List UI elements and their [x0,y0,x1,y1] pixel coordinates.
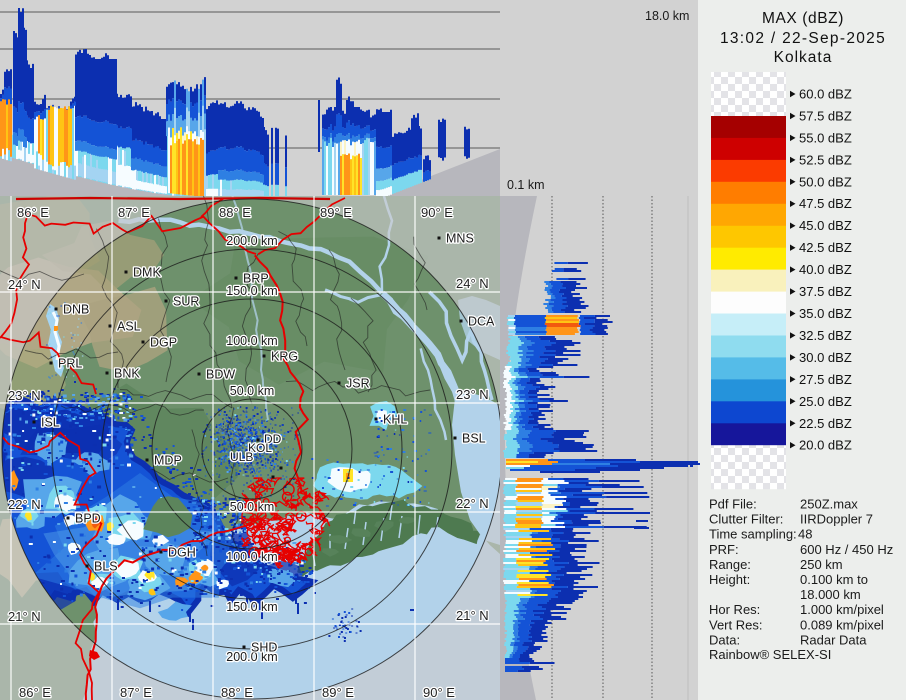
svg-text:KRG: KRG [271,350,298,364]
svg-text:87° E: 87° E [120,685,152,700]
svg-text:42.5 dBZ: 42.5 dBZ [799,240,852,255]
svg-text:60.0 dBZ: 60.0 dBZ [799,87,852,102]
svg-text:22.5 dBZ: 22.5 dBZ [799,416,852,431]
svg-text:88° E: 88° E [221,685,253,700]
svg-text:Kolkata: Kolkata [774,49,833,66]
svg-text:45.0 dBZ: 45.0 dBZ [799,218,852,233]
svg-text:Hor Res:: Hor Res: [709,602,760,617]
svg-text:Time sampling:: Time sampling: [709,527,797,542]
svg-text:23° N: 23° N [456,387,489,402]
svg-text:DMK: DMK [133,266,161,280]
svg-text:21° N: 21° N [8,609,41,624]
svg-text:SUR: SUR [173,295,199,309]
svg-text:89° E: 89° E [322,685,354,700]
svg-text:30.0 dBZ: 30.0 dBZ [799,350,852,365]
svg-text:BRP: BRP [243,272,269,286]
svg-text:DNB: DNB [63,303,89,317]
svg-text:DGP: DGP [150,336,177,350]
svg-text:Height:: Height: [709,572,750,587]
svg-text:50.0 km: 50.0 km [230,384,274,398]
svg-text:JSR: JSR [346,377,370,391]
svg-text:57.5 dBZ: 57.5 dBZ [799,109,852,124]
svg-text:86° E: 86° E [19,685,51,700]
svg-text:20.0 dBZ: 20.0 dBZ [799,438,852,453]
svg-text:24° N: 24° N [8,277,41,292]
svg-text:90° E: 90° E [423,685,455,700]
svg-text:22° N: 22° N [8,497,41,512]
svg-text:47.5 dBZ: 47.5 dBZ [799,196,852,211]
svg-text:250Z.max: 250Z.max [800,497,858,512]
svg-text:13:02 / 22-Sep-2025: 13:02 / 22-Sep-2025 [720,30,886,47]
svg-text:MAX (dBZ): MAX (dBZ) [762,10,844,27]
svg-text:0.100 km to: 0.100 km to [800,572,868,587]
svg-text:32.5 dBZ: 32.5 dBZ [799,328,852,343]
svg-text:0.089 km/pixel: 0.089 km/pixel [800,617,884,632]
svg-text:18.0 km: 18.0 km [645,9,689,23]
svg-text:BNK: BNK [114,367,140,381]
svg-text:35.0 dBZ: 35.0 dBZ [799,306,852,321]
svg-text:Data:: Data: [709,632,740,647]
svg-text:Vert Res:: Vert Res: [709,617,762,632]
svg-text:0.1 km: 0.1 km [507,178,545,192]
svg-text:48: 48 [798,527,812,542]
svg-text:200.0 km: 200.0 km [226,234,277,248]
svg-text:KHL: KHL [383,413,407,427]
svg-text:PRL: PRL [58,357,82,371]
svg-text:50.0 dBZ: 50.0 dBZ [799,174,852,189]
svg-text:150.0 km: 150.0 km [226,600,277,614]
svg-text:Clutter Filter:: Clutter Filter: [709,512,783,527]
svg-text:Range:: Range: [709,557,751,572]
svg-text:22° N: 22° N [456,496,489,511]
svg-text:150.0 km: 150.0 km [226,284,277,298]
svg-text:BPD: BPD [75,512,101,526]
svg-text:88° E: 88° E [219,205,251,220]
svg-text:MDP: MDP [154,454,182,468]
svg-text:BDW: BDW [206,368,235,382]
svg-text:PRF:: PRF: [709,542,739,557]
svg-text:37.5 dBZ: 37.5 dBZ [799,284,852,299]
svg-text:18.000 km: 18.000 km [800,587,861,602]
svg-text:250 km: 250 km [800,557,843,572]
svg-text:ASL: ASL [117,320,141,334]
svg-text:27.5 dBZ: 27.5 dBZ [799,372,852,387]
svg-text:87° E: 87° E [118,205,150,220]
svg-text:200.0 km: 200.0 km [226,650,277,664]
svg-text:40.0 dBZ: 40.0 dBZ [799,262,852,277]
svg-text:BLS: BLS [94,560,118,574]
svg-text:21° N: 21° N [456,608,489,623]
svg-text:SHD: SHD [251,641,277,655]
svg-text:KOL: KOL [248,441,272,455]
svg-text:25.0 dBZ: 25.0 dBZ [799,394,852,409]
svg-text:100.0 km: 100.0 km [226,550,277,564]
svg-text:MNS: MNS [446,232,474,246]
svg-text:IIRDoppler 7: IIRDoppler 7 [800,512,873,527]
svg-text:600 Hz / 450 Hz: 600 Hz / 450 Hz [800,542,893,557]
svg-text:DD: DD [264,432,282,446]
svg-text:1.000 km/pixel: 1.000 km/pixel [800,602,884,617]
svg-text:Radar Data: Radar Data [800,632,867,647]
svg-text:90° E: 90° E [421,205,453,220]
svg-text:50.0 km: 50.0 km [230,500,274,514]
svg-text:BSL: BSL [462,432,486,446]
svg-text:100.0 km: 100.0 km [226,334,277,348]
svg-text:86° E: 86° E [17,205,49,220]
svg-text:DCA: DCA [468,315,495,329]
svg-text:55.0 dBZ: 55.0 dBZ [799,130,852,145]
svg-text:52.5 dBZ: 52.5 dBZ [799,152,852,167]
svg-text:24° N: 24° N [456,276,489,291]
svg-text:ISL: ISL [41,416,60,430]
svg-text:Rainbow® SELEX-SI: Rainbow® SELEX-SI [709,647,831,662]
svg-text:89° E: 89° E [320,205,352,220]
svg-text:23° N: 23° N [8,388,41,403]
svg-text:ULB: ULB [230,450,253,464]
svg-text:DGH: DGH [168,546,196,560]
svg-text:Pdf File:: Pdf File: [709,497,757,512]
